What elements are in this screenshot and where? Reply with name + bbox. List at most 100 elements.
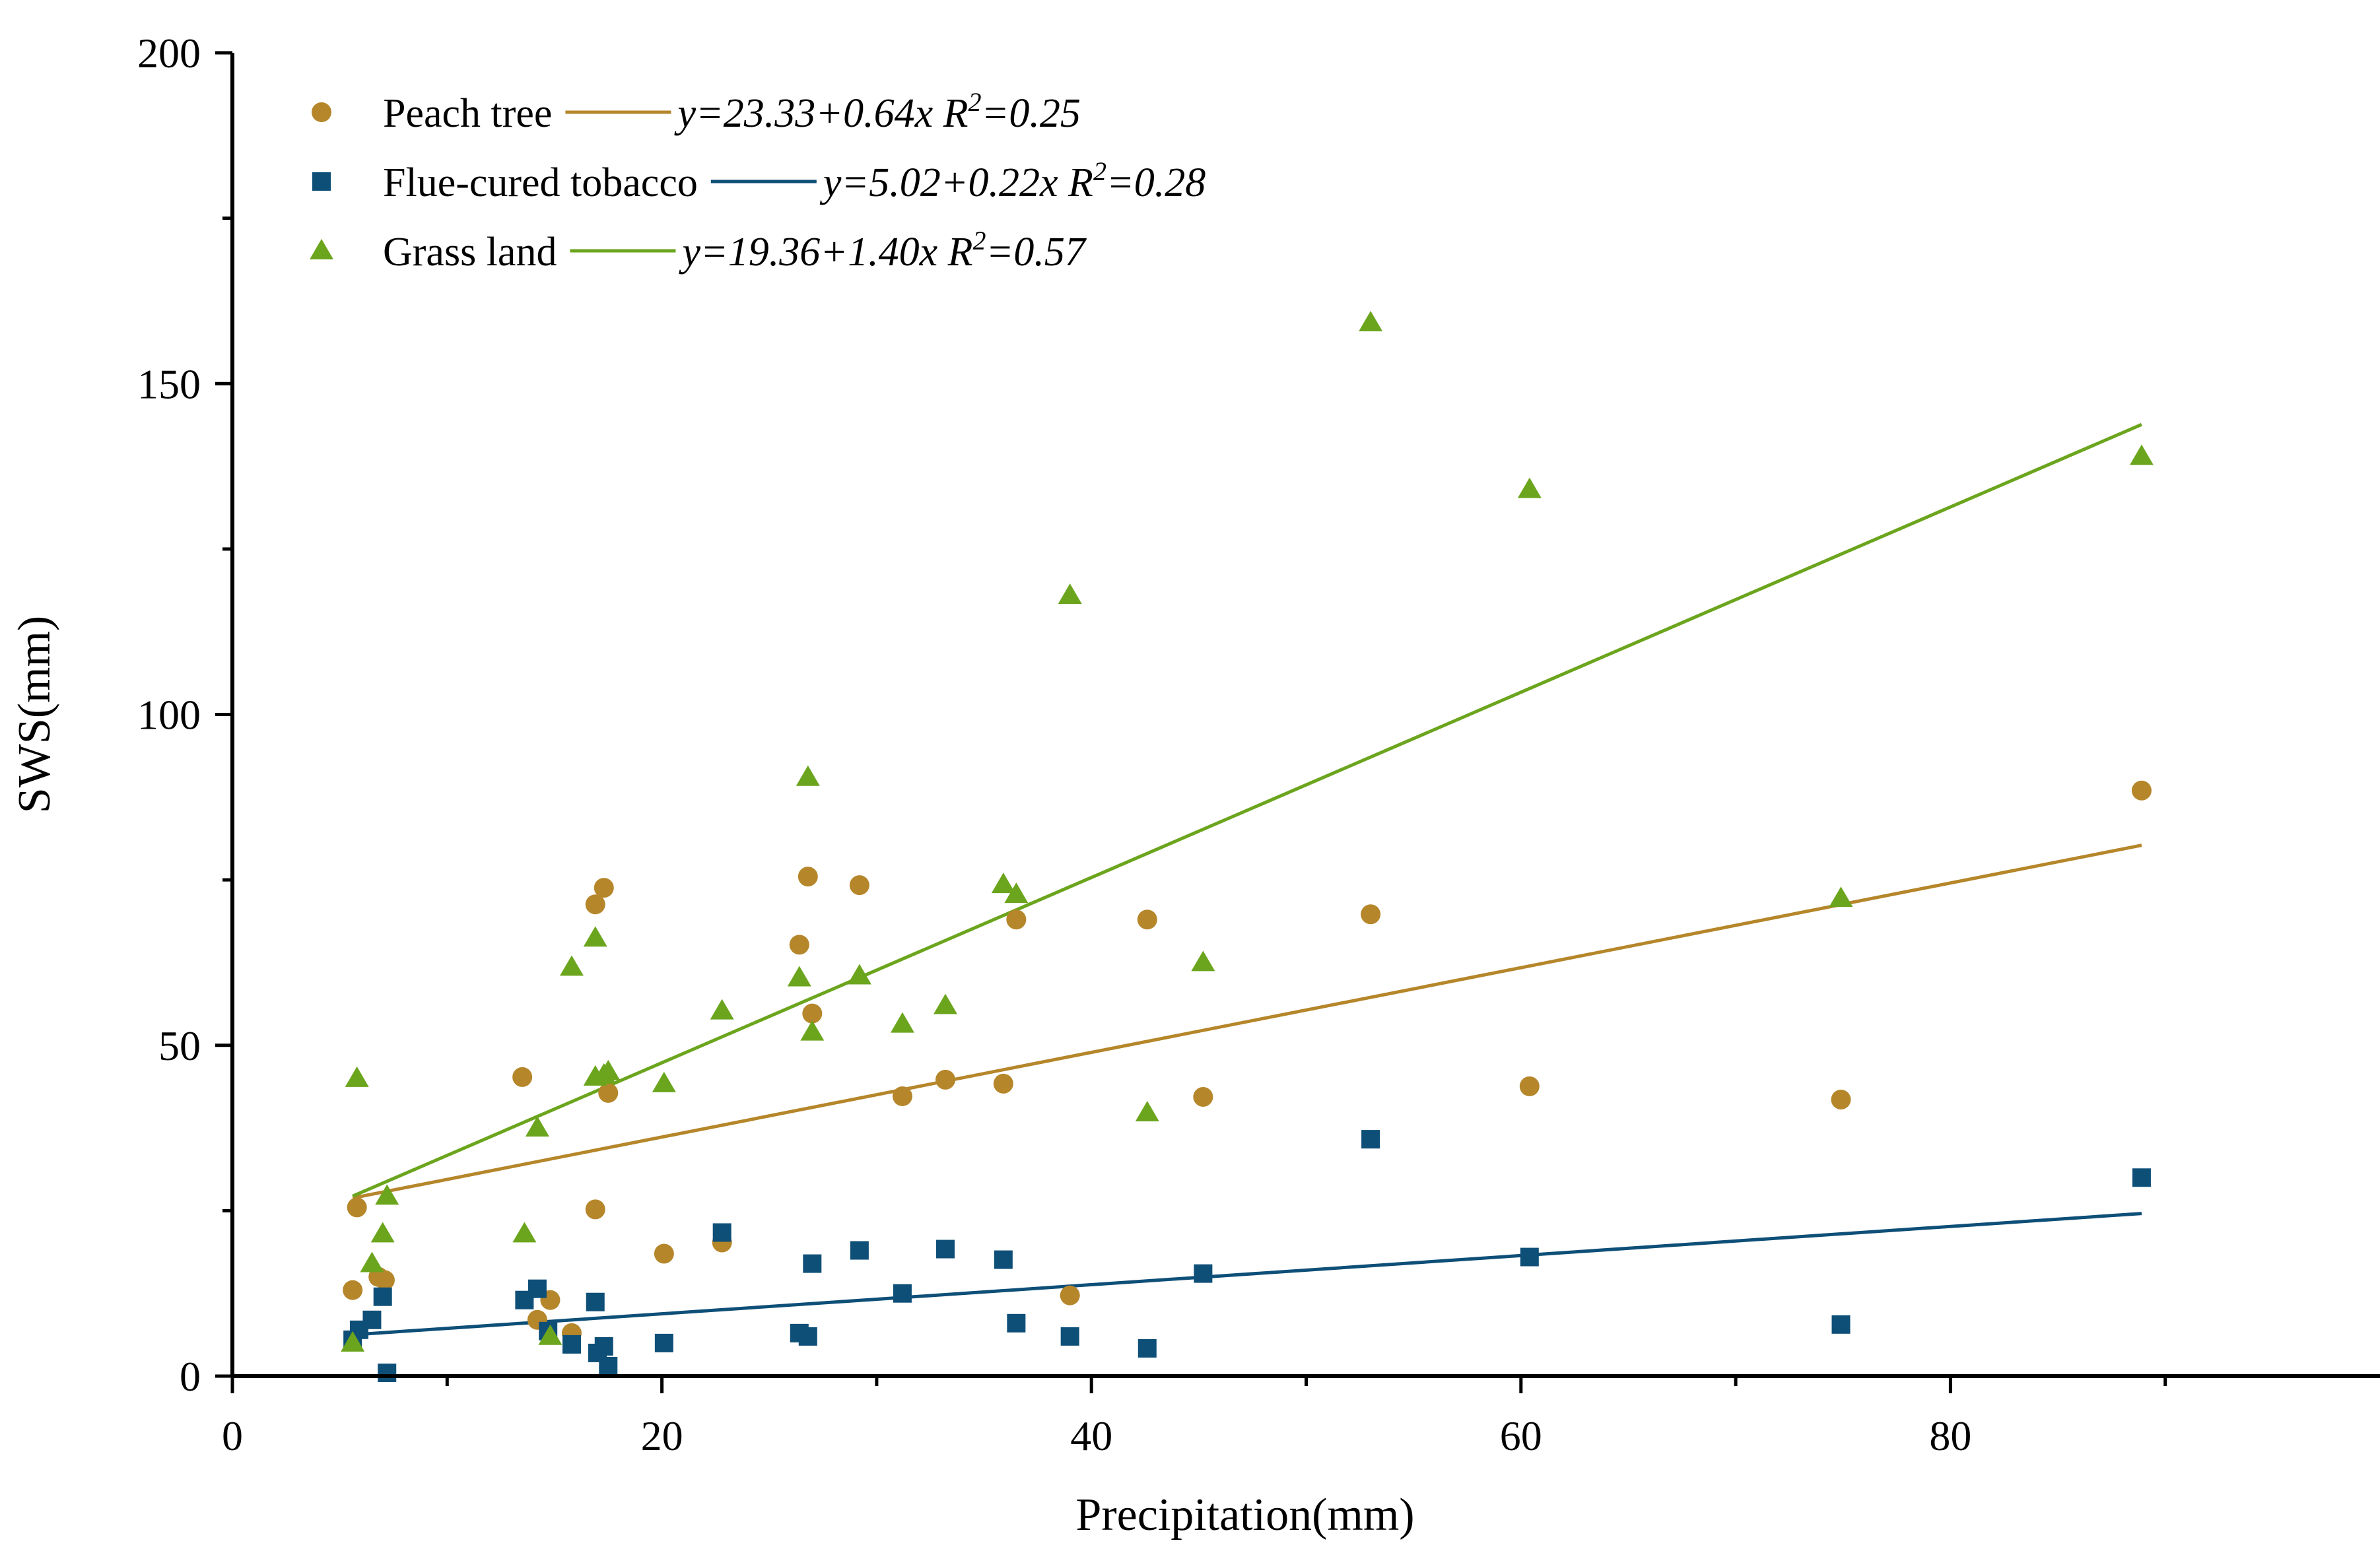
peach-tree-point [585, 1199, 605, 1220]
fit-lines [352, 422, 2142, 1337]
x-axis-title: Precipitation(mm) [1075, 1490, 1414, 1540]
flue-cured-tobacco-point [1060, 1327, 1079, 1346]
data-points [341, 311, 2154, 1382]
grass-land-point [710, 999, 734, 1020]
flue-cured-tobacco-point [935, 1239, 955, 1259]
y-tick-label: 0 [180, 1353, 201, 1400]
flue-cured-tobacco-point [712, 1223, 731, 1242]
grass-land-point [1517, 477, 1542, 498]
grass-land-point [375, 1184, 399, 1205]
peach-tree-point [1060, 1285, 1080, 1305]
peach-tree-point [2131, 780, 2152, 801]
y-tick-label: 200 [137, 30, 201, 77]
peach-tree-point [1193, 1086, 1213, 1107]
grass-land-point [890, 1012, 914, 1033]
flue-cured-tobacco-point [798, 1327, 817, 1346]
grass-land-point [1135, 1101, 1159, 1121]
peach-tree-point [512, 1067, 533, 1087]
grass-land-point [596, 1059, 621, 1080]
peach-tree-point [374, 1270, 395, 1290]
flue-cured-tobacco-point [1831, 1315, 1851, 1334]
flue-cured-tobacco-point [362, 1310, 382, 1329]
grass-land-point [1191, 950, 1215, 972]
grass-land-point [345, 1066, 369, 1087]
x-tick-label: 0 [222, 1412, 243, 1459]
peach-tree-point [892, 1086, 912, 1106]
grass-land-point [796, 765, 820, 786]
grass-land-point [933, 993, 957, 1014]
peach-tree-point [585, 894, 605, 915]
flue-cured-tobacco-point [994, 1250, 1013, 1269]
fit-line [352, 1212, 2142, 1337]
grass-land-point [341, 1331, 365, 1352]
peach-tree-point [343, 1280, 363, 1300]
flue-cured-tobacco-point [599, 1356, 618, 1375]
grass-land-point [800, 1020, 825, 1041]
legend-marker [310, 239, 333, 259]
flue-cured-tobacco-point [1007, 1313, 1026, 1333]
flue-cured-tobacco-point [1194, 1264, 1213, 1283]
peach-tree-point [798, 867, 818, 887]
x-tick-label: 20 [641, 1412, 683, 1459]
grass-land-point [583, 926, 607, 947]
fit-line [352, 843, 2142, 1200]
flue-cured-tobacco-point [562, 1335, 581, 1354]
grass-land-point [1359, 311, 1383, 331]
grass-land-point [360, 1251, 384, 1272]
peach-tree-point [1361, 904, 1381, 925]
legend-label: Grass land [383, 230, 557, 275]
flue-cured-tobacco-point [586, 1292, 605, 1311]
peach-tree-point [1831, 1089, 1851, 1109]
grass-land-point [847, 964, 871, 985]
flue-cured-tobacco-point [594, 1337, 613, 1356]
peach-tree-point [802, 1003, 823, 1024]
grass-land-point [538, 1324, 562, 1345]
peach-tree-point [789, 935, 809, 955]
peach-tree-point [1519, 1076, 1540, 1096]
flue-cured-tobacco-point [527, 1279, 547, 1298]
axis-ticks: 0 50 100 150 200 0 20 40 60 80 [137, 30, 2167, 1459]
y-axis-title: SWS(mm) [9, 616, 60, 813]
peach-tree-point [598, 1082, 619, 1103]
flue-cured-tobacco-point [893, 1284, 912, 1303]
legend-marker [312, 102, 331, 122]
peach-tree-point [849, 875, 869, 896]
legend-equation: y=5.02+0.22x R2=0.28 [819, 156, 1206, 205]
peach-tree-point [654, 1243, 674, 1264]
flue-cured-tobacco-point [2132, 1168, 2151, 1187]
peach-tree-point [935, 1069, 955, 1090]
y-tick-label: 150 [137, 360, 201, 407]
flue-cured-tobacco-point [1520, 1247, 1539, 1267]
peach-tree-point [594, 878, 614, 898]
legend-marker [312, 172, 331, 191]
legend-label: Flue-cured tobacco [383, 160, 698, 205]
y-tick-label: 100 [137, 692, 201, 739]
grass-land-point [512, 1222, 537, 1243]
flue-cured-tobacco-point [1361, 1130, 1380, 1149]
fit-line [352, 422, 2142, 1198]
flue-cured-tobacco-point [378, 1363, 397, 1382]
grass-land-point [370, 1222, 395, 1243]
flue-cured-tobacco-point [1138, 1338, 1157, 1358]
legend-equation: y=23.33+0.64x R2=0.25 [673, 87, 1080, 136]
peach-tree-point [993, 1073, 1013, 1094]
grass-land-point [525, 1116, 549, 1137]
flue-cured-tobacco-point [850, 1241, 869, 1260]
x-tick-label: 80 [1929, 1412, 1971, 1459]
grass-land-point [1058, 583, 1082, 605]
legend: Peach tree y=23.33+0.64x R2=0.25 Flue-cure… [310, 87, 1206, 275]
x-tick-label: 60 [1500, 1412, 1542, 1459]
grass-land-point [1004, 882, 1029, 904]
peach-tree-point [1137, 909, 1157, 930]
legend-label: Peach tree [383, 91, 552, 136]
grass-land-point [1829, 886, 1853, 908]
peach-tree-point [1006, 909, 1027, 930]
legend-equation: y=19.36+1.40x R2=0.57 [678, 226, 1087, 275]
flue-cured-tobacco-point [654, 1333, 673, 1352]
grass-land-point [991, 873, 1015, 894]
grass-land-point [2129, 444, 2154, 465]
grass-land-point [652, 1071, 676, 1092]
x-tick-label: 40 [1070, 1412, 1112, 1459]
